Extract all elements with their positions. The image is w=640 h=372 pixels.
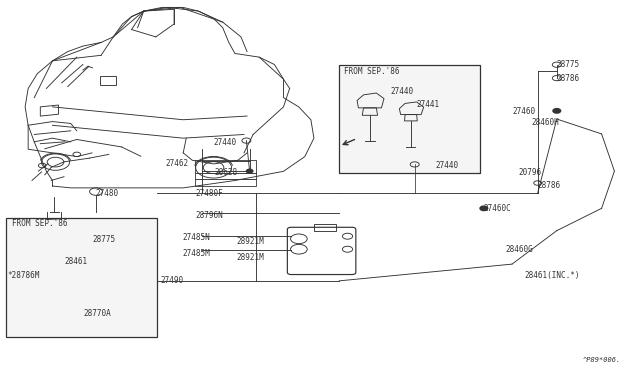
Text: 27440: 27440	[214, 138, 237, 147]
Text: 28921M: 28921M	[237, 253, 264, 262]
Bar	[339, 65, 480, 173]
Text: 27485M: 27485M	[182, 249, 210, 258]
Text: 28460G: 28460G	[506, 246, 533, 254]
Text: FROM SEP.'86: FROM SEP.'86	[12, 219, 67, 228]
Text: 27440: 27440	[390, 87, 413, 96]
Text: 28628: 28628	[214, 169, 237, 177]
Text: 28796N: 28796N	[195, 211, 223, 219]
Text: 28786: 28786	[538, 181, 561, 190]
Circle shape	[480, 206, 488, 211]
Bar	[195, 160, 256, 186]
Text: 20796: 20796	[518, 169, 541, 177]
Text: 27480F: 27480F	[195, 189, 223, 198]
Text: 27462: 27462	[166, 159, 189, 168]
Text: 28770A: 28770A	[83, 309, 111, 318]
Text: 28460H: 28460H	[531, 118, 559, 126]
Text: 27441: 27441	[416, 100, 439, 109]
Text: 27485N: 27485N	[182, 233, 210, 242]
Text: 28775: 28775	[557, 60, 580, 69]
Text: 28461(INC.*): 28461(INC.*)	[525, 271, 580, 280]
Text: 28461: 28461	[64, 257, 87, 266]
Bar	[99, 76, 115, 85]
Text: ^P89*006.: ^P89*006.	[582, 357, 621, 363]
Circle shape	[553, 109, 561, 113]
Bar	[314, 224, 336, 231]
Text: 28775: 28775	[93, 235, 116, 244]
Text: 27490: 27490	[160, 276, 183, 285]
Circle shape	[246, 169, 253, 173]
Text: 27460C: 27460C	[483, 204, 511, 213]
Text: *28786M: *28786M	[8, 271, 40, 280]
Text: 27480: 27480	[95, 189, 118, 198]
Text: 27460: 27460	[512, 107, 535, 116]
Text: FROM SEP.'86: FROM SEP.'86	[344, 67, 399, 76]
Text: 27440: 27440	[435, 161, 458, 170]
Text: 28921M: 28921M	[237, 237, 264, 246]
Bar	[6, 218, 157, 337]
Text: 28786: 28786	[557, 74, 580, 83]
